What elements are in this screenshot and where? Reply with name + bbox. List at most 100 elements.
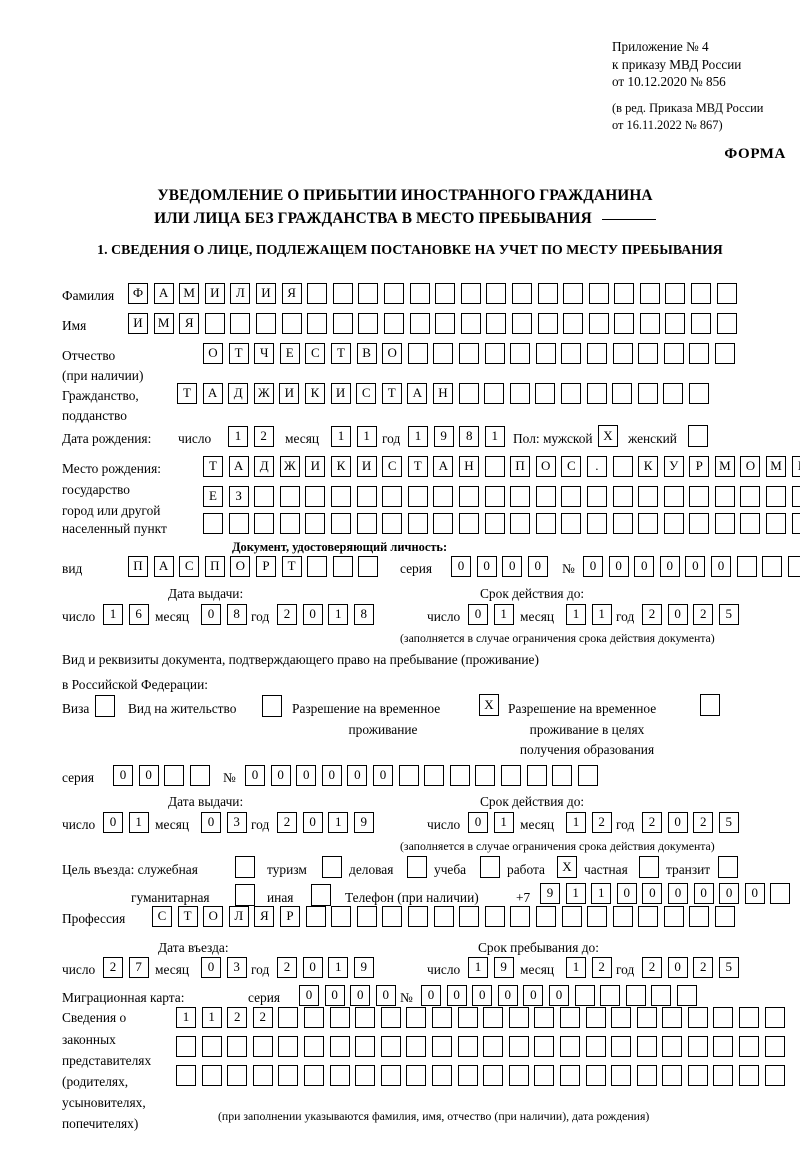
legal-rep-r2-cell-21[interactable]	[687, 1036, 708, 1057]
citizenship-cell-7[interactable]: И	[330, 383, 351, 404]
birthplace-r3-cell-3[interactable]	[254, 513, 275, 534]
birthplace-r2-cell-24[interactable]	[791, 486, 800, 507]
doc-issue-day-cell-1[interactable]: 1	[103, 604, 123, 625]
birthplace-r1-cell-24[interactable]: Б	[791, 456, 800, 477]
profession-cell-12[interactable]	[433, 906, 454, 927]
patronymic-cell-6[interactable]: Т	[330, 343, 351, 364]
birthplace-r3-cell-8[interactable]	[382, 513, 403, 534]
firstname-cell-24[interactable]	[716, 313, 737, 334]
citizenship-cell-2[interactable]: А	[202, 383, 223, 404]
migration-number-cell-9[interactable]	[625, 985, 646, 1006]
phone-cell-7[interactable]: 0	[693, 883, 714, 904]
profession-cell-1[interactable]: С	[152, 906, 172, 927]
permit-series-cell-3[interactable]	[164, 765, 185, 786]
legal-rep-r2-cell-14[interactable]	[508, 1036, 529, 1057]
legal-rep-r1-cell-17[interactable]	[585, 1007, 606, 1028]
doc-issue-year-cell-1[interactable]: 2	[277, 604, 297, 625]
birth-month-cell-2[interactable]: 1	[356, 426, 377, 447]
profession-cell-10[interactable]	[382, 906, 403, 927]
stay-year-cell-2[interactable]: 0	[667, 957, 688, 978]
permit-number-cell-3[interactable]: 0	[296, 765, 317, 786]
checkbox-visa[interactable]	[95, 695, 115, 717]
profession-cell-7[interactable]	[305, 906, 326, 927]
citizenship-cell-18[interactable]	[612, 383, 633, 404]
birthplace-r1-cell-4[interactable]: Ж	[279, 456, 300, 477]
birthplace-r2-cell-21[interactable]	[714, 486, 735, 507]
phone-cell-9[interactable]: 0	[744, 883, 765, 904]
surname-cell-12[interactable]	[409, 283, 430, 304]
doc-number-cell-1[interactable]: 0	[583, 556, 603, 577]
permit-valid-month-cell-1[interactable]: 1	[566, 812, 586, 833]
birthplace-r3-cell-16[interactable]	[586, 513, 607, 534]
firstname-cell-12[interactable]	[409, 313, 430, 334]
citizenship-cell-15[interactable]	[535, 383, 556, 404]
patronymic-cell-10[interactable]	[433, 343, 454, 364]
phone-cell-5[interactable]: 0	[642, 883, 663, 904]
checkbox-purpose-study[interactable]	[480, 856, 500, 878]
stay-month-cell-1[interactable]: 1	[566, 957, 586, 978]
legal-rep-r2-cell-17[interactable]	[585, 1036, 606, 1057]
firstname-cell-9[interactable]	[332, 313, 353, 334]
patronymic-cell-4[interactable]: Е	[279, 343, 300, 364]
legal-rep-r3-cell-3[interactable]	[227, 1065, 248, 1086]
legal-rep-boxes-row-2[interactable]	[176, 1036, 785, 1057]
legal-rep-r3-cell-24[interactable]	[764, 1065, 785, 1086]
legal-rep-r2-cell-3[interactable]	[227, 1036, 248, 1057]
doc-kind-cell-7[interactable]: Т	[281, 556, 302, 577]
profession-cell-2[interactable]: Т	[177, 906, 198, 927]
birthplace-r1-cell-17[interactable]	[612, 456, 633, 477]
birthplace-r2-cell-6[interactable]	[330, 486, 351, 507]
birthplace-r1-cell-11[interactable]: Н	[458, 456, 479, 477]
firstname-cell-7[interactable]	[281, 313, 302, 334]
doc-number-cell-3[interactable]: 0	[634, 556, 655, 577]
permit-valid-day-cell-2[interactable]: 1	[493, 812, 514, 833]
patronymic-cell-18[interactable]	[638, 343, 659, 364]
legal-rep-r3-cell-8[interactable]	[355, 1065, 376, 1086]
birthplace-r3-cell-7[interactable]	[356, 513, 377, 534]
citizenship-cell-6[interactable]: К	[304, 383, 325, 404]
phone-cell-3[interactable]: 1	[591, 883, 612, 904]
legal-rep-r2-cell-22[interactable]	[713, 1036, 734, 1057]
legal-rep-r1-cell-19[interactable]	[636, 1007, 657, 1028]
profession-cell-15[interactable]	[510, 906, 531, 927]
citizenship-cell-14[interactable]	[509, 383, 530, 404]
legal-rep-r1-cell-10[interactable]	[406, 1007, 427, 1028]
birthplace-r2-cell-20[interactable]	[689, 486, 710, 507]
legal-rep-r3-cell-15[interactable]	[534, 1065, 555, 1086]
profession-cell-17[interactable]	[561, 906, 582, 927]
patronymic-cell-5[interactable]: С	[305, 343, 326, 364]
citizenship-cell-5[interactable]: И	[279, 383, 300, 404]
legal-rep-r2-cell-13[interactable]	[483, 1036, 504, 1057]
citizenship-cell-21[interactable]	[688, 383, 709, 404]
permit-number-cell-4[interactable]: 0	[321, 765, 342, 786]
doc-number-cell-7[interactable]	[736, 556, 757, 577]
surname-cell-18[interactable]	[563, 283, 584, 304]
patronymic-cell-1[interactable]: О	[203, 343, 223, 364]
firstname-cell-23[interactable]	[691, 313, 712, 334]
doc-valid-year-cell-1[interactable]: 2	[642, 604, 662, 625]
firstname-cell-22[interactable]	[665, 313, 686, 334]
surname-cell-22[interactable]	[665, 283, 686, 304]
legal-rep-r2-cell-7[interactable]	[329, 1036, 350, 1057]
birthplace-r3-cell-21[interactable]	[714, 513, 735, 534]
legal-rep-r2-cell-16[interactable]	[559, 1036, 580, 1057]
permit-number-cell-6[interactable]: 0	[372, 765, 393, 786]
entry-year-cell-1[interactable]: 2	[277, 957, 297, 978]
firstname-cell-5[interactable]	[230, 313, 251, 334]
migration-number-cell-6[interactable]: 0	[548, 985, 569, 1006]
birthplace-r2-cell-8[interactable]	[382, 486, 403, 507]
citizenship-cell-9[interactable]: Т	[381, 383, 402, 404]
migration-series-cell-4[interactable]: 0	[375, 985, 396, 1006]
legal-rep-r1-cell-15[interactable]	[534, 1007, 555, 1028]
doc-kind-cell-1[interactable]: П	[128, 556, 148, 577]
checkbox-purpose-official[interactable]	[235, 856, 255, 878]
citizenship-cell-1[interactable]: Т	[177, 383, 197, 404]
legal-rep-r3-cell-13[interactable]	[483, 1065, 504, 1086]
stay-month-cell-2[interactable]: 2	[591, 957, 612, 978]
profession-cell-16[interactable]	[535, 906, 556, 927]
